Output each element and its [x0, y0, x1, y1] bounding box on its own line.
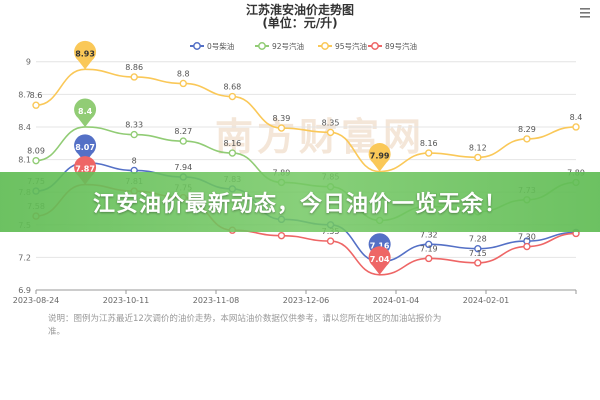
- data-label: 8.39: [273, 114, 291, 123]
- data-label: 7.15: [469, 249, 487, 258]
- pin-markers: 8.07 7.16 8.4 8.93 7.99 7.87 7.04: [74, 40, 391, 275]
- data-label: 8: [132, 156, 137, 165]
- data-label: 7.28: [469, 235, 487, 244]
- data-point[interactable]: [326, 128, 335, 137]
- pin-marker[interactable]: 8.93: [74, 40, 97, 70]
- data-point[interactable]: [523, 242, 531, 251]
- headline-banner: 江安油价最新动态，今日油价一览无余！: [0, 172, 600, 232]
- data-label: 8.29: [518, 125, 536, 134]
- legend-item[interactable]: 92号汽油: [255, 41, 304, 51]
- y-tick-label: 8.7: [18, 90, 31, 99]
- x-tick-label: 2024-01-04: [373, 296, 420, 305]
- pin-shape: [74, 98, 97, 127]
- x-tick-label: 2023-11-08: [193, 296, 240, 305]
- chart-subtitle: (单位：元/升): [262, 15, 337, 30]
- data-point[interactable]: [474, 153, 482, 162]
- data-label: 7.19: [420, 244, 438, 253]
- pin-shape: [368, 143, 391, 172]
- pin-label: 8.4: [78, 107, 93, 116]
- pin-label: 7.16: [370, 242, 390, 251]
- pin-label: 8.93: [75, 49, 95, 58]
- footnote-line-2: 准。: [48, 326, 65, 337]
- watermark-text: 南方财富网: [215, 115, 425, 159]
- pin-marker[interactable]: 7.04: [368, 246, 391, 275]
- data-label: 8.27: [174, 127, 192, 136]
- data-label: 8.86: [125, 63, 143, 72]
- headline-text: 江安油价最新动态，今日油价一览无余！: [92, 192, 507, 217]
- y-tick-label: 7.2: [18, 253, 31, 262]
- data-point[interactable]: [425, 240, 433, 249]
- data-label: 8.35: [322, 118, 340, 127]
- x-tick-label: 2023-08-24: [13, 296, 60, 305]
- pin-marker[interactable]: 7.99: [368, 143, 391, 172]
- data-point[interactable]: [474, 244, 482, 253]
- data-point[interactable]: [228, 92, 237, 101]
- legend-label: 95号汽油: [335, 41, 367, 51]
- pin-label: 7.04: [370, 255, 390, 264]
- data-label: 8.16: [223, 139, 241, 148]
- series-95号汽油: [32, 68, 580, 173]
- data-point[interactable]: [32, 156, 40, 165]
- data-point[interactable]: [425, 149, 433, 157]
- legend-label: 89号汽油: [385, 41, 417, 51]
- data-label: 8.09: [27, 147, 45, 156]
- menu-icon[interactable]: [580, 8, 590, 18]
- series-line: [35, 68, 577, 173]
- data-point[interactable]: [179, 137, 187, 145]
- pin-shape: [74, 40, 97, 70]
- data-point[interactable]: [179, 79, 187, 88]
- legend[interactable]: 0号柴油 92号汽油 95号汽油 89号汽油: [190, 41, 417, 51]
- footnote-line-1: 说明：图例为江苏最近12次调价的油价走势，本网站油价数据仅供参考，请以您所在地区…: [48, 313, 441, 324]
- data-point[interactable]: [425, 254, 433, 263]
- pin-marker[interactable]: 8.4: [74, 98, 97, 127]
- x-tick-label: 2023-12-06: [283, 296, 330, 305]
- data-label: 8.33: [125, 121, 143, 130]
- chart-title: 江苏淮安油价走势图: [246, 2, 354, 17]
- data-point[interactable]: [130, 73, 138, 81]
- data-point[interactable]: [277, 124, 286, 132]
- pin-label: 7.87: [75, 165, 95, 174]
- data-label: 8.12: [469, 143, 487, 152]
- legend-item[interactable]: 0号柴油: [190, 41, 234, 51]
- legend-item[interactable]: 95号汽油: [318, 41, 367, 51]
- pin-marker[interactable]: 8.07: [74, 134, 97, 163]
- pin-shape: [74, 134, 97, 163]
- legend-item[interactable]: 89号汽油: [368, 41, 417, 51]
- data-point[interactable]: [32, 101, 40, 109]
- data-label: 7.32: [420, 230, 438, 239]
- data-label: 7.30: [518, 233, 536, 242]
- data-point[interactable]: [326, 237, 335, 245]
- data-label: 7.94: [174, 163, 192, 172]
- data-point[interactable]: [474, 259, 482, 267]
- data-label: 8.8: [177, 69, 190, 78]
- x-axis: 2023-08-24 2023-10-11 2023-11-08 2023-12-06…: [13, 289, 577, 305]
- data-point[interactable]: [130, 130, 138, 139]
- y-tick-label: 8.1: [18, 156, 31, 165]
- data-point[interactable]: [523, 135, 531, 143]
- data-label: 8.4: [570, 113, 583, 122]
- pin-label: 7.99: [370, 152, 390, 161]
- y-tick-label: 8.4: [18, 123, 31, 132]
- x-tick-label: 2023-10-11: [103, 296, 150, 305]
- y-tick-label: 9: [26, 58, 31, 67]
- y-tick-label: 6.9: [18, 286, 31, 295]
- data-point[interactable]: [277, 231, 286, 240]
- data-label: 8.16: [420, 139, 438, 148]
- data-label: 8.6: [30, 91, 43, 100]
- x-tick-label: 2024-02-01: [463, 296, 510, 305]
- data-point[interactable]: [228, 149, 237, 157]
- pin-label: 8.07: [75, 143, 95, 152]
- legend-label: 0号柴油: [207, 41, 234, 51]
- data-point[interactable]: [572, 123, 580, 131]
- legend-label: 92号汽油: [272, 41, 304, 51]
- data-label: 8.68: [223, 83, 241, 92]
- pin-shape: [368, 246, 391, 275]
